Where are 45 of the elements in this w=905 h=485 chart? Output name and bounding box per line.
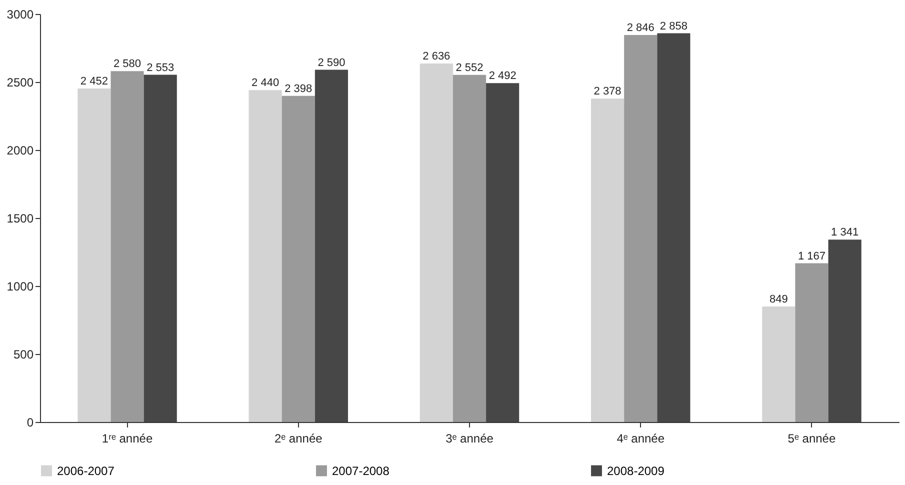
- data-label: 2 440: [252, 77, 280, 90]
- bar: [144, 74, 177, 422]
- data-label: 849: [769, 294, 788, 306]
- data-label: 1 167: [798, 250, 826, 262]
- data-label: 2 846: [626, 22, 654, 34]
- y-tick-label: 2500: [6, 76, 34, 90]
- bar: [486, 83, 520, 422]
- y-tick-label: 3000: [6, 8, 34, 22]
- data-label: 2 590: [318, 56, 346, 69]
- data-label: 2 398: [284, 82, 312, 95]
- bar: [110, 71, 144, 422]
- data-label: 2 552: [456, 62, 484, 74]
- bar: [828, 240, 862, 422]
- x-tick-label: 3ᵉ année: [446, 432, 494, 446]
- legend-label: 2006-2007: [57, 464, 115, 478]
- x-tick-label: 2ᵉ année: [274, 432, 323, 446]
- bar: [762, 306, 796, 422]
- bar: [624, 34, 658, 422]
- y-tick-label: 500: [13, 348, 34, 362]
- bar: [795, 263, 828, 422]
- data-label: 2 553: [146, 62, 174, 74]
- data-label: 2 580: [114, 58, 142, 70]
- bar: [78, 88, 111, 422]
- data-label: 2 378: [594, 86, 622, 98]
- data-label: 2 636: [422, 50, 450, 63]
- y-tick-label: 0: [26, 416, 34, 430]
- legend-label: 2008-2009: [607, 464, 665, 478]
- data-label: 2 452: [80, 76, 108, 88]
- data-label: 1 341: [831, 226, 859, 239]
- data-label: 2 858: [660, 20, 688, 32]
- x-tick-label: 5ᵉ année: [788, 432, 836, 446]
- y-tick-label: 1000: [6, 280, 34, 294]
- x-tick-label: 4ᵉ année: [616, 432, 665, 446]
- bar: [314, 70, 348, 422]
- legend-label: 2007-2008: [332, 464, 390, 478]
- bar: [452, 74, 486, 422]
- bar: [590, 98, 624, 422]
- x-tick-label: 1ʳᵉ année: [102, 432, 153, 446]
- bar: [420, 64, 453, 422]
- bar: [282, 96, 315, 422]
- data-label: 2 492: [488, 70, 516, 82]
- y-tick-label: 1500: [6, 212, 34, 226]
- y-tick-label: 2000: [6, 144, 34, 158]
- bar: [657, 33, 690, 422]
- bar: [248, 90, 282, 422]
